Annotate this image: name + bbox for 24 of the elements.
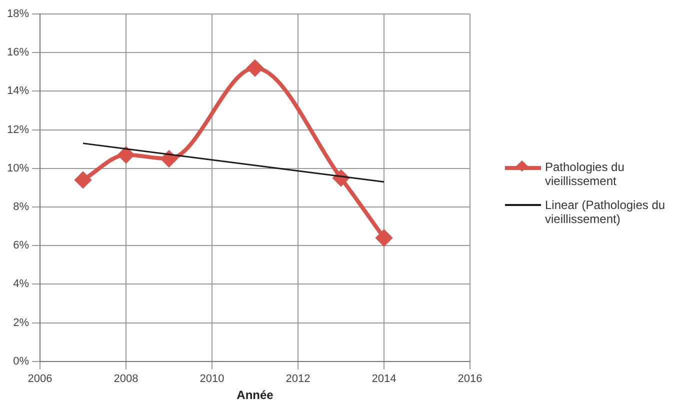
y-tick-label: 16% [6, 46, 30, 59]
legend-label: Pathologies du vieillissement [545, 160, 626, 188]
x-tick-label: 2012 [286, 373, 310, 386]
y-tick-label: 2% [13, 316, 30, 329]
x-axis-title: Année [236, 388, 274, 402]
y-tick-label: 10% [6, 162, 30, 174]
y-tick-label: 8% [13, 201, 30, 214]
x-tick-label: 2006 [28, 373, 52, 386]
y-tick-label: 0% [13, 355, 30, 368]
x-tick-label: 2016 [458, 373, 482, 386]
y-tick-label: 6% [13, 240, 30, 252]
point [247, 60, 264, 76]
y-tick-label: 14% [6, 85, 30, 98]
x-tick-label: 2008 [114, 373, 138, 386]
x-tick-label: 2010 [200, 373, 224, 386]
point [118, 146, 134, 163]
point [376, 230, 392, 246]
point [75, 172, 92, 188]
y-tick-label: 12% [6, 124, 30, 136]
x-tick-label: 2014 [372, 373, 396, 386]
y-tick-label: 4% [13, 278, 30, 290]
point [161, 150, 178, 167]
y-tick-label: 18% [6, 8, 30, 20]
legend-label: Linear (Pathologies du vieillissement) [545, 198, 666, 226]
